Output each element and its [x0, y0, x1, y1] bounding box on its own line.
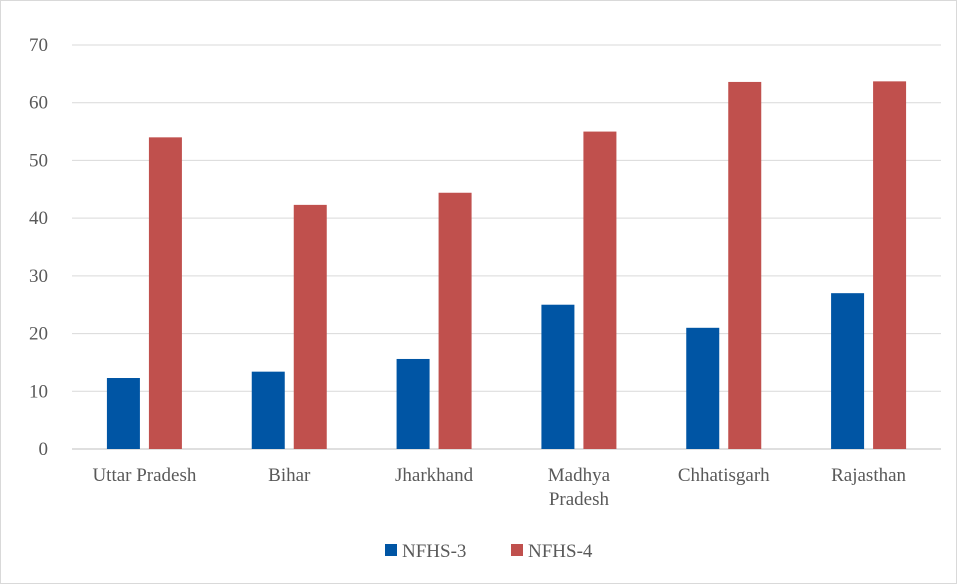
- bar-nfhs-4: [293, 204, 327, 449]
- bar-nfhs-4: [148, 137, 182, 450]
- x-category-label: Jharkhand: [395, 465, 474, 486]
- x-category-label-line: Uttar Pradesh: [92, 465, 196, 486]
- bar-nfhs-4: [583, 131, 617, 450]
- bar-nfhs-3: [541, 304, 575, 449]
- y-tick-label: 20: [29, 324, 48, 345]
- bar-nfhs-4: [438, 192, 472, 449]
- x-category-label-line: Pradesh: [549, 489, 610, 510]
- x-category-label-line: Bihar: [268, 465, 311, 486]
- bar-nfhs-4: [728, 81, 762, 450]
- x-category-label-line: Chhatisgarh: [678, 465, 770, 486]
- bar-nfhs-4: [873, 81, 907, 450]
- legend: NFHS-3 NFHS-4: [385, 541, 593, 562]
- y-tick-label: 30: [29, 266, 48, 287]
- x-category-label-line: Jharkhand: [395, 465, 474, 486]
- x-category-label: Madhya Pradesh: [548, 465, 611, 510]
- x-axis-labels: Uttar Pradesh Bihar Jharkhand Madhya Pradesh…: [92, 465, 906, 510]
- y-tick-label: 70: [29, 35, 48, 56]
- bar-nfhs-3: [831, 293, 865, 449]
- legend-swatch: [511, 544, 523, 556]
- x-category-label-line: Madhya: [548, 465, 611, 486]
- x-category-label: Uttar Pradesh: [92, 465, 196, 486]
- bar-nfhs-3: [686, 327, 720, 449]
- bar-nfhs-3: [106, 378, 140, 449]
- legend-label: NFHS-4: [528, 541, 593, 562]
- x-category-label-line: Rajasthan: [831, 465, 906, 486]
- bars: [106, 81, 907, 450]
- y-tick-label: 50: [29, 150, 48, 171]
- y-tick-label: 0: [39, 439, 49, 460]
- bar-nfhs-3: [251, 371, 285, 449]
- bar-nfhs-3: [396, 358, 430, 449]
- legend-label: NFHS-3: [402, 541, 466, 562]
- y-axis-ticks: 0 10 20 30 40 50 60 70: [29, 35, 48, 460]
- y-tick-label: 40: [29, 208, 48, 229]
- x-category-label: Chhatisgarh: [678, 465, 770, 486]
- x-category-label: Rajasthan: [831, 465, 906, 486]
- x-category-label: Bihar: [268, 465, 311, 486]
- gridlines: [72, 44, 941, 450]
- legend-swatch: [385, 544, 397, 556]
- y-tick-label: 10: [29, 381, 48, 402]
- y-tick-label: 60: [29, 93, 48, 114]
